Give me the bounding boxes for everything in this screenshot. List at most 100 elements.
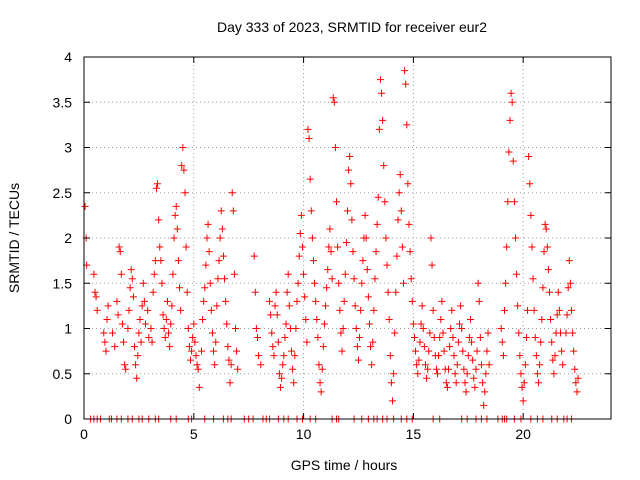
data-point [313,315,321,323]
data-point [354,356,362,364]
data-point [432,365,440,373]
data-point [543,243,551,251]
data-point [345,166,353,174]
data-point [379,116,387,124]
data-point [124,325,132,332]
data-point [272,288,280,296]
data-point [234,365,242,373]
data-point [424,365,432,373]
data-point [177,306,185,314]
data-point [211,361,219,369]
data-point [281,334,289,342]
data-point [569,329,577,337]
data-point [473,347,481,355]
data-point [530,306,538,314]
data-point [305,134,313,142]
data-point [380,162,388,170]
data-point [378,89,386,97]
plot-frame [83,56,612,420]
data-point [224,343,232,351]
data-point [117,270,125,278]
data-point [315,361,323,369]
data-point [457,302,465,310]
data-point [399,279,407,287]
data-point [140,297,148,305]
data-point [482,370,490,378]
data-point [279,361,287,369]
data-point [393,252,401,260]
y-tick-label: 1 [64,321,72,337]
data-point [333,198,341,206]
data-point [325,243,333,251]
data-point [267,311,275,319]
data-point [536,361,544,369]
data-point [210,347,218,355]
data-point [539,284,547,292]
data-point [114,311,122,319]
data-point [396,171,404,179]
data-point [524,306,532,314]
data-point [480,401,488,409]
data-point [508,98,516,106]
data-point [147,325,155,332]
data-point [548,338,556,346]
data-point [503,243,511,251]
data-point [344,207,351,215]
data-point [316,379,324,387]
data-point [390,370,398,378]
data-point [555,306,563,314]
data-point [510,198,518,206]
data-point [566,279,574,287]
data-point [416,338,424,346]
data-point [329,94,337,102]
data-point [188,347,196,355]
data-point [182,243,190,251]
data-point [369,338,377,346]
data-point [370,306,378,314]
data-point [179,144,187,151]
data-point [350,275,358,283]
data-point [535,379,543,387]
data-point [439,329,447,337]
data-point [173,225,181,233]
data-point [199,315,207,323]
data-point [181,189,189,197]
data-point [204,220,212,228]
data-point [475,297,483,305]
data-point [410,334,418,342]
data-point [406,248,414,256]
data-point [385,315,393,323]
data-point [528,243,536,251]
data-point [253,334,261,342]
data-point [563,311,571,319]
data-point [356,334,364,342]
data-point [336,306,344,314]
data-point [327,248,335,256]
data-point [113,297,121,305]
data-point [507,89,515,97]
data-point [116,248,124,256]
data-point [205,248,213,256]
data-point [542,225,550,233]
data-point [519,397,527,405]
data-point [425,347,433,355]
data-point [171,211,179,219]
data-point [226,379,234,387]
data-point [109,329,117,337]
data-point [511,234,519,242]
data-point [339,325,347,332]
data-point [169,270,177,278]
data-point [553,311,561,319]
grid-lines [84,57,611,419]
data-point [214,275,222,283]
data-point [165,329,173,337]
data-point [389,397,397,405]
y-tick-label: 3 [64,140,72,156]
data-point [443,383,451,391]
data-points [81,67,582,423]
data-point [93,306,101,314]
data-point [401,67,409,75]
data-point [129,293,137,301]
data-point [395,189,403,197]
data-point [148,338,156,346]
